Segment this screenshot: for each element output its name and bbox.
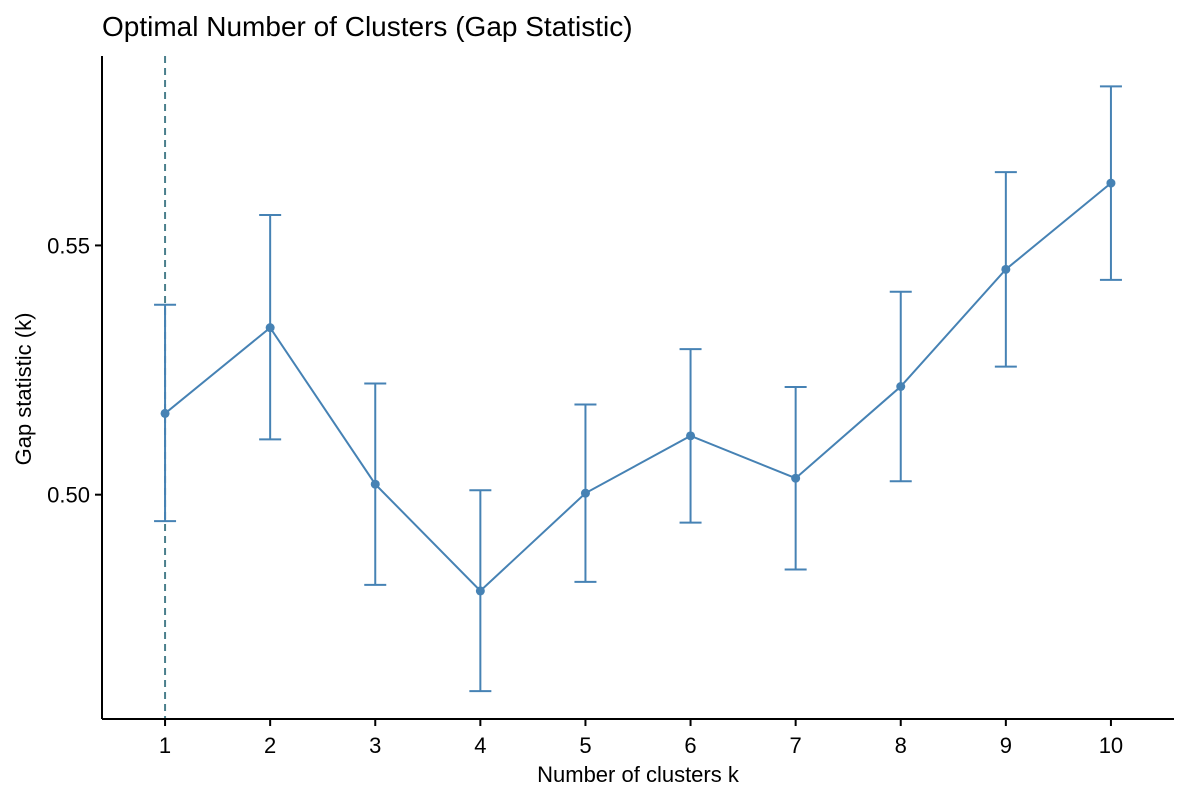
x-axis-label: Number of clusters k xyxy=(537,762,740,787)
error-bars xyxy=(154,85,1122,693)
data-points xyxy=(160,178,1116,596)
data-point-k4 xyxy=(475,586,485,596)
data-point-k10 xyxy=(1106,178,1116,188)
x-tick-label: 8 xyxy=(895,733,907,758)
x-tick-label: 5 xyxy=(579,733,591,758)
x-tick-label: 10 xyxy=(1099,733,1123,758)
y-axis-label: Gap statistic (k) xyxy=(11,313,36,466)
x-tick-label: 3 xyxy=(369,733,381,758)
data-point-k5 xyxy=(580,488,590,498)
series-line xyxy=(164,182,1112,593)
y-tick-label: 0.55 xyxy=(47,233,90,258)
data-point-k1 xyxy=(160,408,170,418)
x-tick-label: 7 xyxy=(790,733,802,758)
plot-area xyxy=(154,56,1122,719)
x-axis: 1 2 3 4 5 6 7 8 9 10 xyxy=(102,718,1174,758)
x-tick-label: 4 xyxy=(474,733,486,758)
data-point-k7 xyxy=(791,473,801,483)
data-point-k9 xyxy=(1001,264,1011,274)
chart-title: Optimal Number of Clusters (Gap Statisti… xyxy=(102,11,633,42)
x-tick-label: 6 xyxy=(684,733,696,758)
x-tick-label: 9 xyxy=(1000,733,1012,758)
x-tick-label: 2 xyxy=(264,733,276,758)
y-ticks: 0.50 0.55 xyxy=(47,233,102,508)
data-point-k8 xyxy=(896,382,906,392)
data-point-k3 xyxy=(370,479,380,489)
x-tick-label: 1 xyxy=(159,733,171,758)
y-axis: 0.50 0.55 xyxy=(47,56,103,719)
x-ticks: 1 2 3 4 5 6 7 8 9 10 xyxy=(159,719,1123,758)
y-tick-label: 0.50 xyxy=(47,483,90,508)
data-point-k2 xyxy=(265,323,275,333)
data-point-k6 xyxy=(686,431,696,441)
